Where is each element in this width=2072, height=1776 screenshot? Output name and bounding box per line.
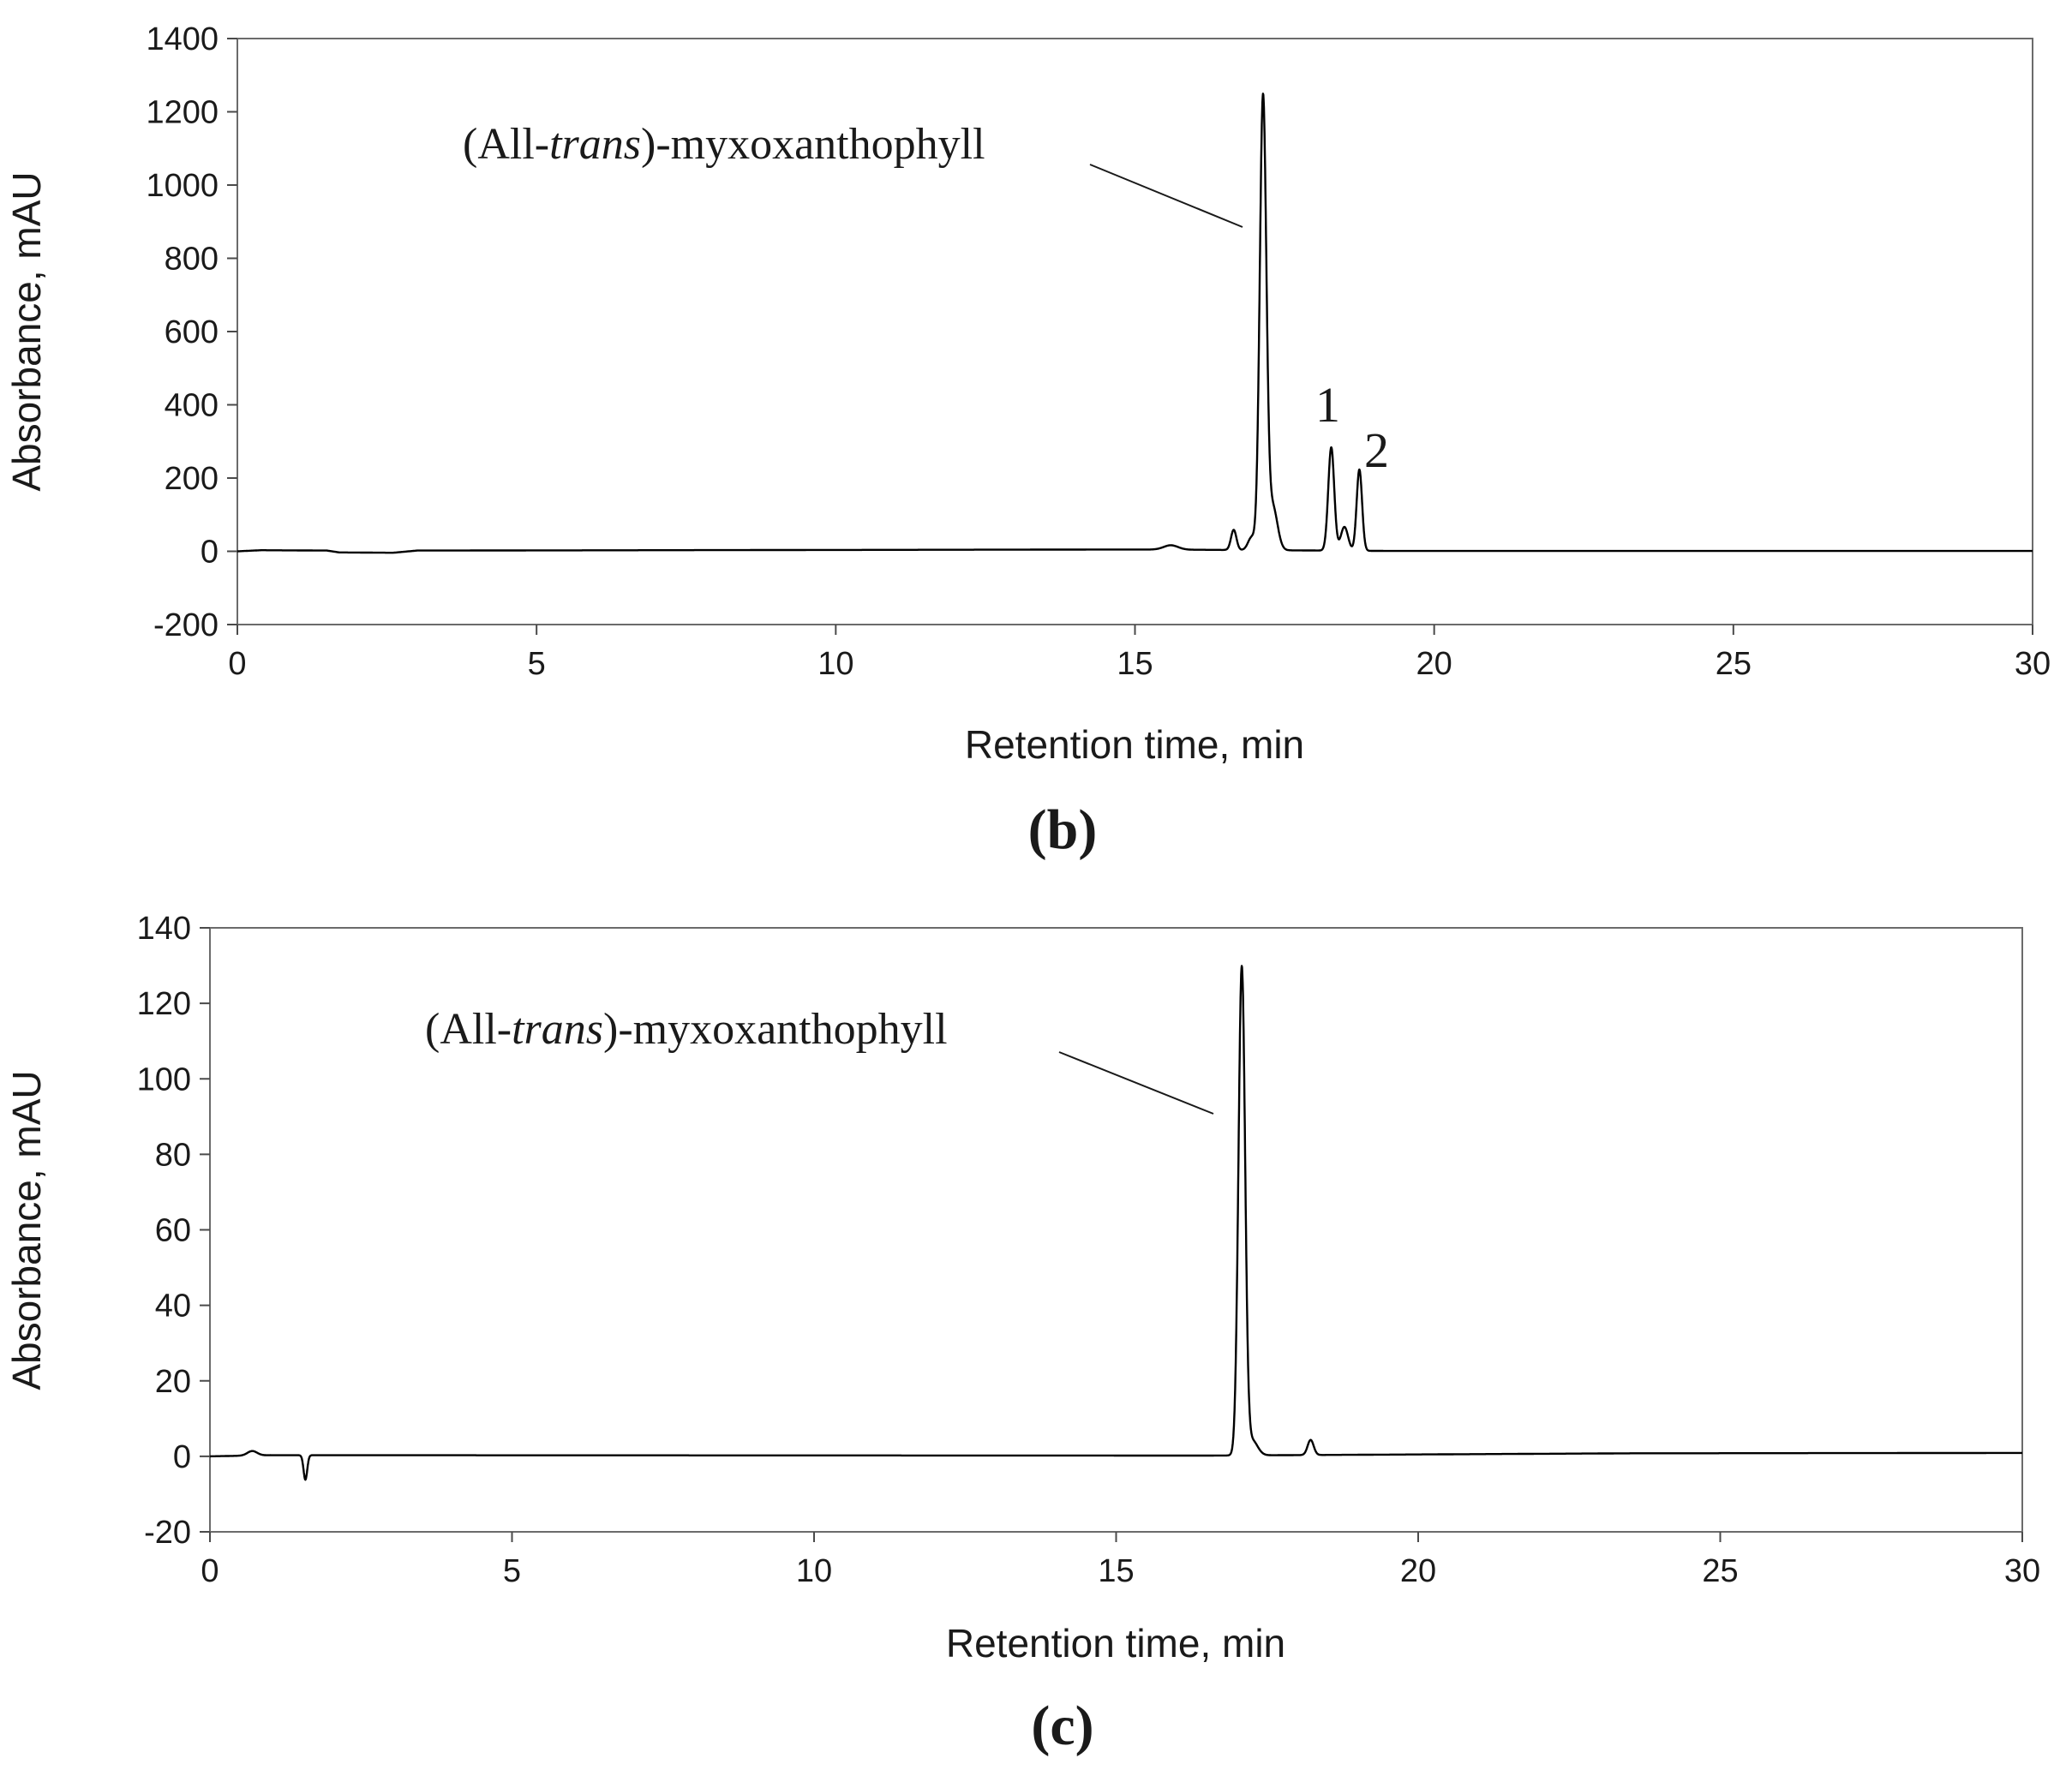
y-tick-label: 80 (155, 1137, 191, 1173)
x-axis-ticks: 0 5 10 15 20 25 30 (201, 1532, 2040, 1589)
y-tick-label: 1200 (146, 95, 219, 131)
x-tick-label: 20 (1400, 1553, 1436, 1589)
x-tick-label: 20 (1416, 646, 1452, 682)
y-tick-label: 40 (155, 1289, 191, 1325)
panel-label-b: (b) (1028, 798, 1098, 861)
x-tick-label: 25 (1702, 1553, 1738, 1589)
y-axis-title: Absorbance, mAU (4, 1070, 49, 1390)
y-tick-label: 140 (137, 911, 191, 947)
x-tick-label: 30 (2004, 1553, 2040, 1589)
x-axis-ticks: 0 5 10 15 20 25 30 (228, 625, 2051, 682)
chromatogram-trace (237, 93, 2033, 554)
chart-panel-c: -20 0 20 40 60 80 100 120 140 0 5 10 15 20 25 30 (All-… (4, 911, 2040, 1757)
peak-label-1: 1 (1315, 377, 1340, 433)
annotation-all-trans-myxoxanthophyll: (All-trans)-myxoxanthophyll (463, 120, 985, 169)
y-tick-label: 20 (155, 1364, 191, 1400)
y-tick-label: 800 (165, 242, 219, 278)
y-tick-label: -200 (153, 607, 219, 643)
x-tick-label: 5 (528, 646, 546, 682)
annotation-leader-line (1089, 164, 1243, 228)
x-tick-label: 25 (1716, 646, 1752, 682)
y-axis-ticks: -200 0 200 400 600 800 1000 1200 1400 (146, 21, 237, 643)
annotation-all-trans-myxoxanthophyll: (All-trans)-myxoxanthophyll (425, 1005, 948, 1054)
y-axis-title: Absorbance, mAU (4, 171, 49, 491)
y-tick-label: -20 (144, 1515, 191, 1551)
x-tick-label: 0 (201, 1553, 219, 1589)
chromatogram-trace (209, 965, 2023, 1481)
x-tick-label: 5 (503, 1553, 521, 1589)
y-tick-label: 120 (137, 986, 191, 1022)
y-tick-label: 100 (137, 1061, 191, 1097)
x-tick-label: 10 (817, 646, 853, 682)
peak-label-2: 2 (1364, 422, 1389, 478)
y-tick-label: 400 (165, 388, 219, 424)
x-tick-label: 15 (1098, 1553, 1134, 1589)
y-tick-label: 600 (165, 314, 219, 350)
annotation-leader-line (1058, 1051, 1214, 1115)
x-tick-label: 0 (228, 646, 246, 682)
y-tick-label: 0 (201, 535, 219, 571)
y-axis-ticks: -20 0 20 40 60 80 100 120 140 (137, 911, 210, 1551)
panel-label-c: (c) (1031, 1695, 1093, 1757)
x-tick-label: 15 (1117, 646, 1153, 682)
y-tick-label: 200 (165, 461, 219, 497)
x-tick-label: 10 (796, 1553, 832, 1589)
y-tick-label: 60 (155, 1213, 191, 1249)
y-tick-label: 1400 (146, 21, 219, 57)
x-axis-title: Retention time, min (946, 1621, 1285, 1665)
y-tick-label: 0 (173, 1439, 191, 1475)
y-tick-label: 1000 (146, 168, 219, 204)
x-tick-label: 30 (2015, 646, 2051, 682)
x-axis-title: Retention time, min (965, 722, 1304, 767)
